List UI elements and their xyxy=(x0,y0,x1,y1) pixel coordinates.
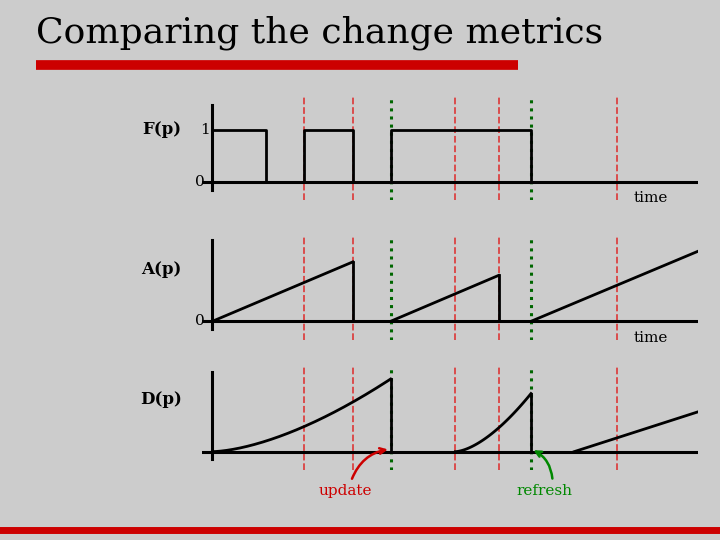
Text: A(p): A(p) xyxy=(141,261,181,278)
Text: time: time xyxy=(634,331,667,345)
Text: time: time xyxy=(634,191,667,205)
Text: F(p): F(p) xyxy=(143,121,181,138)
Text: 1: 1 xyxy=(200,124,210,138)
Text: Comparing the change metrics: Comparing the change metrics xyxy=(36,16,603,50)
Text: update: update xyxy=(319,484,372,498)
Text: 0: 0 xyxy=(194,175,204,189)
Text: refresh: refresh xyxy=(517,484,572,498)
Text: 0: 0 xyxy=(194,314,204,328)
Text: D(p): D(p) xyxy=(140,391,181,408)
